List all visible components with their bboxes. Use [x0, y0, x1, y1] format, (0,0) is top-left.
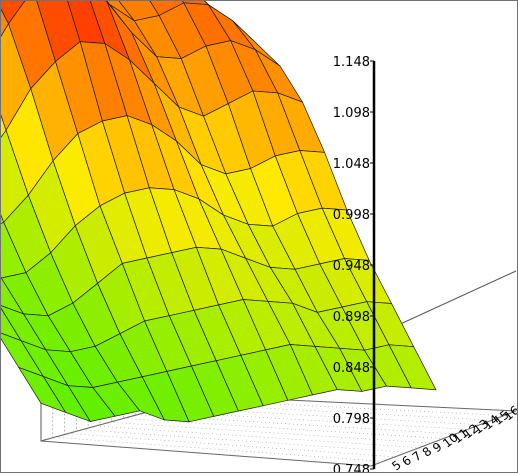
- z-tick-label: 0.748: [333, 463, 370, 472]
- z-tick-label: 1.048: [333, 157, 370, 172]
- z-tick-label: 0.998: [333, 208, 370, 223]
- z-tick-label: 1.148: [333, 55, 370, 70]
- z-tick-label: 0.948: [333, 259, 370, 274]
- z-tick-label: 1.098: [333, 106, 370, 121]
- z-tick-label: 0.898: [333, 310, 370, 325]
- z-tick-label: 0.848: [333, 361, 370, 376]
- surface-mesh: [1, 1, 436, 422]
- z-tick-label: 0.798: [333, 412, 370, 427]
- wall-edge-right: [396, 271, 516, 326]
